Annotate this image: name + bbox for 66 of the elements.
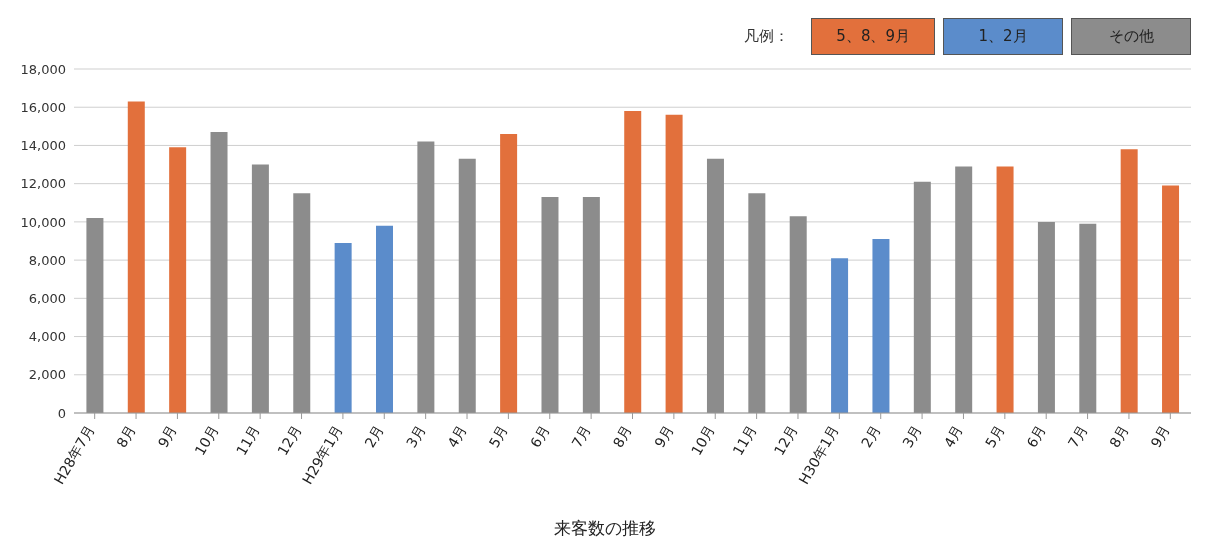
x-tick-label: 12月 [770,422,801,459]
y-tick-label: 2,000 [28,367,66,383]
bar [376,225,393,413]
x-tick-label: 9月 [651,422,677,451]
text: 1、2月 [943,18,1063,55]
bar [1079,223,1097,413]
x-tick-label: 11月 [729,422,760,459]
x-tick-label: 3月 [899,422,925,451]
bar [1037,221,1055,413]
bar [789,216,807,413]
y-tick-label: 4,000 [28,329,66,345]
bar [417,141,435,413]
x-tick-label: 8月 [113,422,139,451]
x-tick-label: 4月 [444,422,470,451]
y-tick-label: 6,000 [28,290,66,306]
x-tick-label: 11月 [232,422,263,459]
bar [913,181,931,413]
x-tick-label: 5月 [982,422,1008,451]
x-tick-label: 9月 [154,422,181,451]
bar [872,239,890,413]
bar [541,197,559,413]
bar [169,147,187,413]
y-tick-label: 8,000 [28,252,66,268]
x-tick-label: 3月 [402,422,429,451]
bar [293,193,311,413]
bar [127,101,145,413]
bar [1162,185,1180,413]
x-tick-label: 8月 [1106,422,1132,451]
x-tick-label: 2月 [858,422,884,451]
legend-title: 凡例： [744,27,790,46]
bar [582,197,600,413]
text: 5、8、9月 [811,18,935,55]
y-tick-label: 12,000 [20,176,66,192]
x-tick-label: 8月 [609,422,636,451]
x-tick-label: 2月 [361,422,387,451]
bar [334,242,352,413]
bar [624,111,642,413]
x-tick-label: 12月 [274,422,305,459]
bar [748,193,766,413]
x-tick-label: 5月 [485,422,511,451]
x-tick-label: 10月 [688,422,718,459]
x-tick-label: 7月 [568,422,594,451]
bar [706,158,724,413]
bar [210,132,228,413]
y-tick-label: 16,000 [20,99,66,115]
y-tick-label: 14,000 [20,138,66,154]
y-tick-label: 18,000 [20,61,66,77]
bar [955,166,973,413]
bar [458,158,476,413]
x-tick-label: 4月 [940,422,967,451]
bar [1120,149,1138,413]
y-tick-label: 0 [57,405,66,421]
bar [831,258,849,413]
y-tick-label: 10,000 [20,214,66,230]
x-tick-label: 7月 [1064,422,1091,451]
x-tick-label: 6月 [527,422,553,451]
bar [251,164,269,413]
x-tick-label: 6月 [1023,422,1049,451]
bar [86,218,104,413]
x-tick-label: 10月 [191,422,222,459]
bar [500,133,518,413]
x-tick-label: 9月 [1147,422,1173,451]
text: 来客数の推移 [552,517,657,540]
bar [665,114,683,413]
bar [996,166,1014,413]
text: その他 [1071,18,1191,55]
